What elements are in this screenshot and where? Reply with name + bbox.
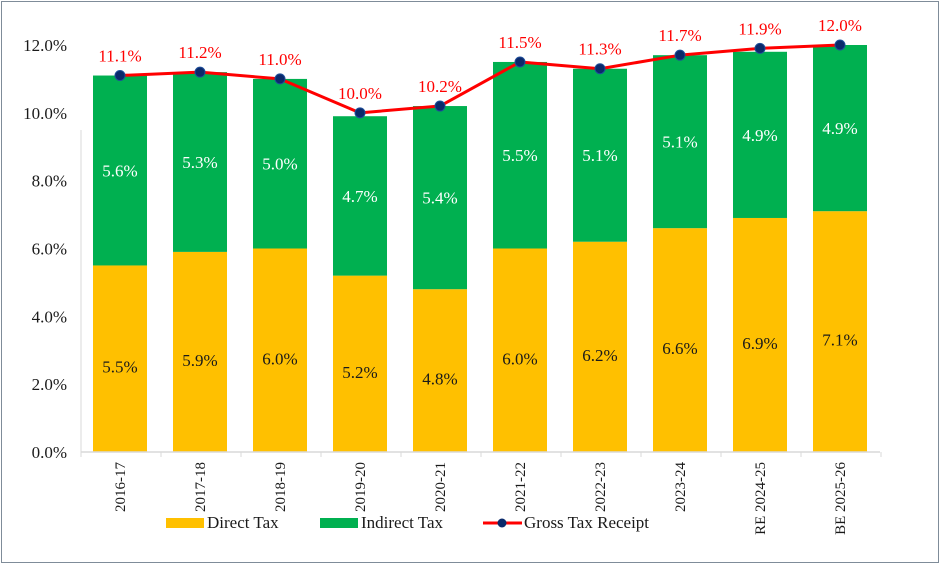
data-label-gross-tax: 11.7%	[658, 26, 701, 45]
data-label-direct-tax: 6.0%	[262, 349, 297, 368]
y-tick-label: 10.0%	[23, 104, 67, 123]
gross-tax-line	[114, 39, 846, 119]
data-label-gross-tax: 10.0%	[338, 84, 382, 103]
data-label-gross-tax: 11.2%	[178, 43, 221, 62]
bar-indirect-tax	[813, 45, 867, 212]
bar-indirect-tax	[253, 78, 307, 249]
gross-tax-marker	[594, 63, 606, 75]
y-tick-label: 12.0%	[23, 36, 67, 55]
gross-tax-marker	[514, 56, 526, 68]
legend-label-direct-tax: Direct Tax	[207, 513, 279, 532]
data-label-indirect-tax: 5.6%	[102, 161, 137, 180]
x-category-label: 2019-20	[353, 462, 369, 512]
x-category-label: 2020-21	[433, 462, 449, 512]
legend-label-gross-tax: Gross Tax Receipt	[524, 513, 649, 532]
bar-direct-tax	[493, 248, 547, 452]
data-label-indirect-tax: 5.4%	[422, 189, 457, 208]
gross-tax-marker	[274, 73, 286, 85]
bar-indirect-tax	[733, 51, 787, 218]
data-label-gross-tax: 11.1%	[98, 47, 141, 66]
gross-tax-line-path	[119, 43, 841, 115]
gross-tax-marker	[754, 42, 766, 54]
x-category-label: RE 2024-25	[753, 462, 769, 535]
bar-direct-tax	[93, 265, 147, 452]
data-label-direct-tax: 6.6%	[662, 339, 697, 358]
x-category-label: 2018-19	[273, 462, 289, 512]
data-label-indirect-tax: 4.9%	[822, 119, 857, 138]
bar-direct-tax	[653, 228, 707, 452]
bar-indirect-tax	[493, 61, 547, 249]
data-label-gross-tax: 10.2%	[418, 77, 462, 96]
y-tick-label: 8.0%	[32, 172, 67, 191]
bar-indirect-tax	[653, 55, 707, 229]
data-label-gross-tax: 11.3%	[578, 40, 621, 59]
y-tick-label: 0.0%	[32, 443, 67, 462]
data-label-indirect-tax: 4.7%	[342, 187, 377, 206]
y-tick-label: 6.0%	[32, 240, 67, 259]
data-label-direct-tax: 5.5%	[102, 358, 137, 377]
bar-direct-tax	[253, 248, 307, 452]
data-label-gross-tax: 11.0%	[258, 50, 301, 69]
data-label-indirect-tax: 5.5%	[502, 146, 537, 165]
bar-indirect-tax	[173, 72, 227, 252]
y-tick-label: 2.0%	[32, 375, 67, 394]
data-label-gross-tax: 12.0%	[818, 16, 862, 35]
legend-swatch-direct-tax	[166, 518, 204, 528]
data-label-direct-tax: 6.0%	[502, 349, 537, 368]
bar-indirect-tax	[413, 106, 467, 290]
bar-direct-tax	[573, 241, 627, 452]
legend-label-indirect-tax: Indirect Tax	[361, 513, 444, 532]
data-label-direct-tax: 4.8%	[422, 370, 457, 389]
data-label-direct-tax: 5.9%	[182, 351, 217, 370]
x-category-label: 2017-18	[193, 462, 209, 512]
data-label-indirect-tax: 4.9%	[742, 126, 777, 145]
data-label-direct-tax: 6.9%	[742, 334, 777, 353]
data-label-direct-tax: 7.1%	[822, 331, 857, 350]
bar-indirect-tax	[93, 75, 147, 266]
gross-tax-marker	[434, 100, 446, 112]
legend-swatch-gross-tax-marker	[497, 518, 507, 528]
data-label-indirect-tax: 5.1%	[662, 133, 697, 152]
y-tick-label: 4.0%	[32, 307, 67, 326]
gross-tax-marker	[354, 107, 366, 119]
x-category-label: 2022-23	[593, 462, 609, 512]
x-category-label: 2016-17	[113, 462, 129, 512]
bar-indirect-tax	[573, 68, 627, 242]
gross-tax-marker	[834, 39, 846, 51]
x-category-label: BE 2025-26	[833, 462, 849, 535]
data-label-indirect-tax: 5.3%	[182, 153, 217, 172]
data-label-gross-tax: 11.9%	[738, 19, 781, 38]
y-axis: 0.0% 2.0% 4.0% 6.0% 8.0% 10.0% 12.0%	[23, 36, 82, 462]
bar-direct-tax	[333, 275, 387, 452]
legend: Direct Tax Indirect Tax Gross Tax Receipt	[166, 513, 649, 532]
x-category-label: 2021-22	[513, 462, 529, 512]
gross-tax-marker	[674, 49, 686, 61]
gross-tax-marker	[114, 70, 126, 82]
bar-direct-tax	[413, 289, 467, 452]
x-category-label: 2023-24	[673, 462, 689, 512]
data-label-indirect-tax: 5.1%	[582, 146, 617, 165]
bar-direct-tax	[733, 217, 787, 452]
legend-swatch-indirect-tax	[320, 518, 358, 528]
gross-tax-marker	[194, 66, 206, 78]
data-label-indirect-tax: 5.0%	[262, 155, 297, 174]
data-label-direct-tax: 6.2%	[582, 346, 617, 365]
data-label-direct-tax: 5.2%	[342, 363, 377, 382]
data-label-gross-tax: 11.5%	[498, 33, 541, 52]
bar-indirect-tax	[333, 116, 387, 276]
bar-direct-tax	[173, 251, 227, 452]
x-axis: 2016-17 2017-18 2018-19 2019-20 2020-21 2021-…	[80, 451, 882, 535]
bar-direct-tax	[813, 211, 867, 452]
data-labels: 5.5% 5.6% 5.9% 5.3% 6.0% 5.0% 5.2% 4.7% 4.8% 5.4%…	[98, 16, 862, 389]
bars	[93, 45, 867, 452]
